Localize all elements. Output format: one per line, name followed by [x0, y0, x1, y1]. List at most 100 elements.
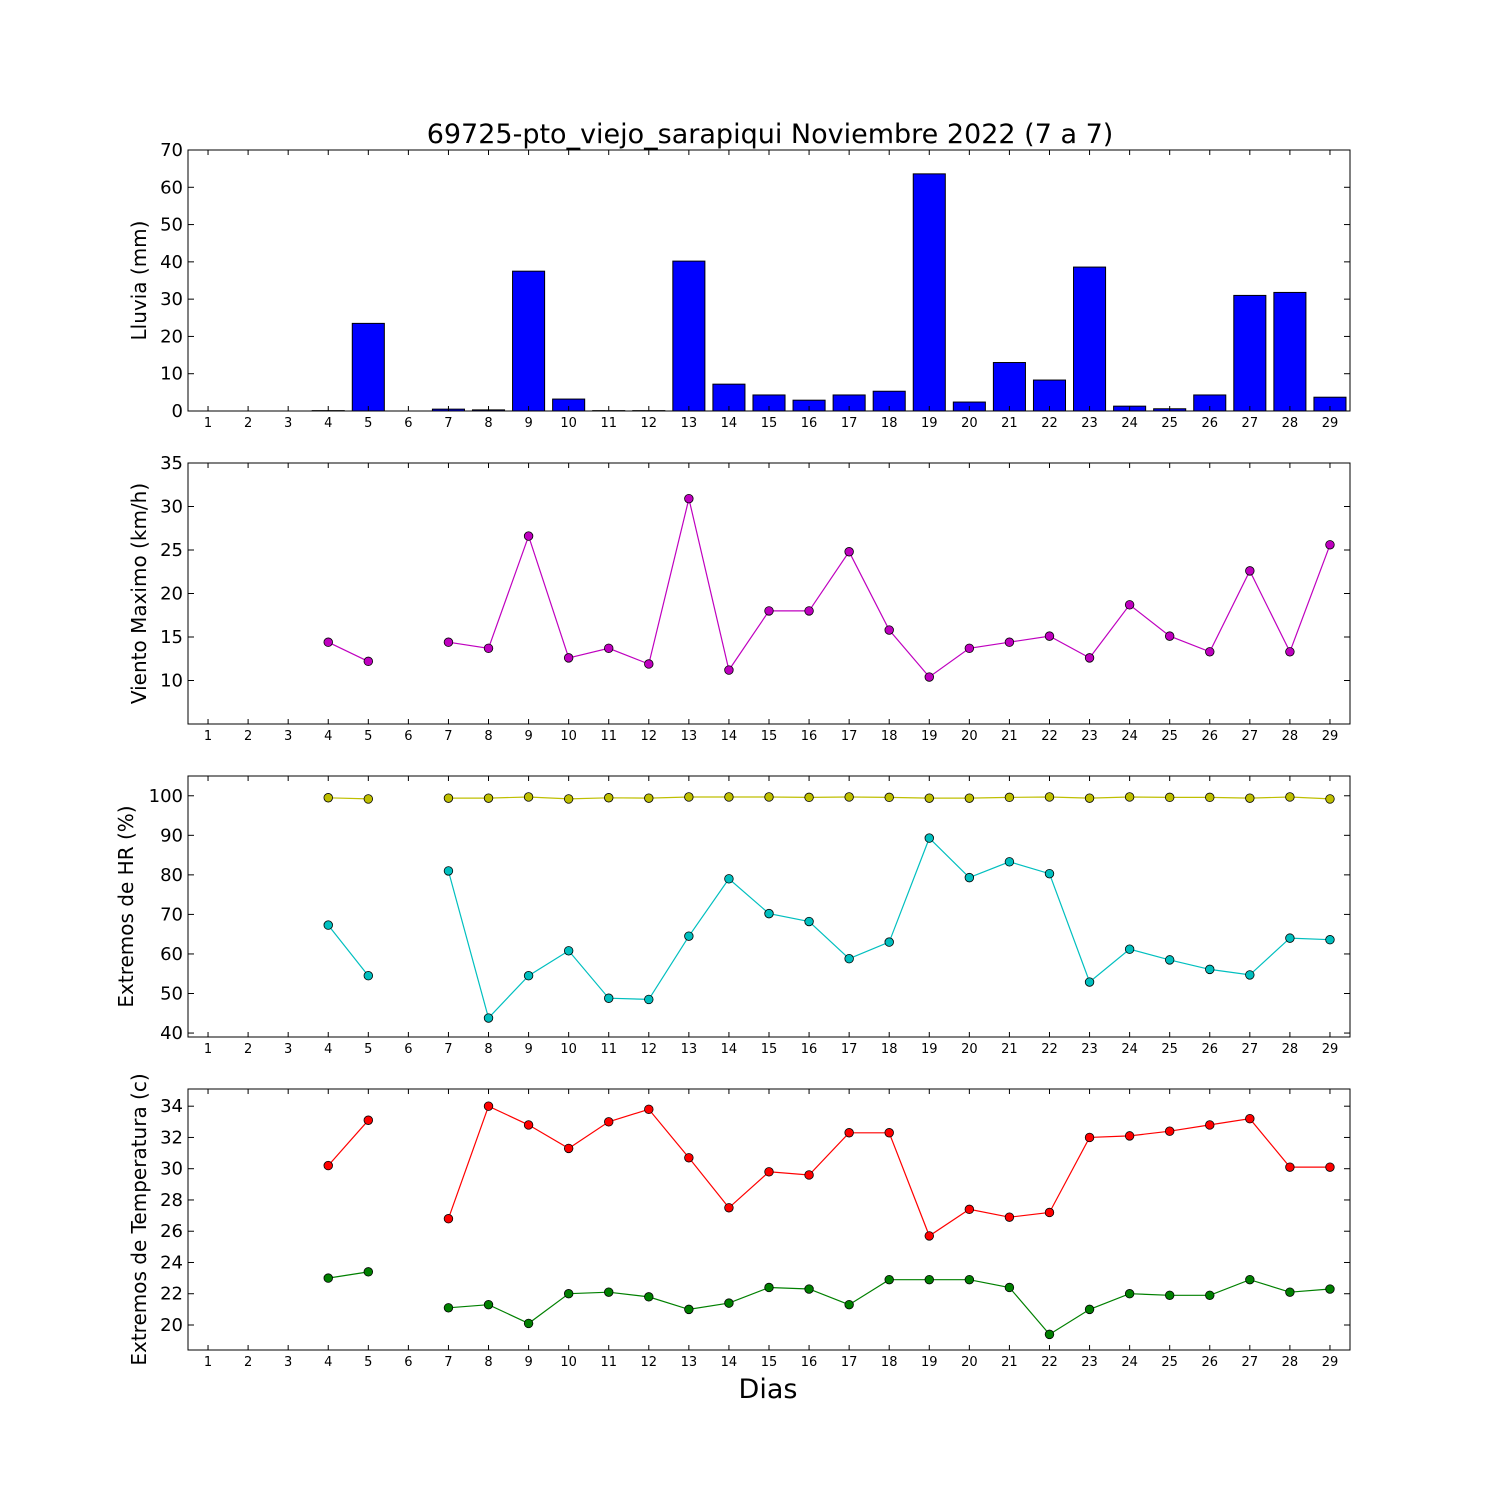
rain-xtick-label: 3: [284, 416, 292, 431]
hr-min-point-day-13: [684, 931, 694, 941]
rain-bar-day-22: [1032, 379, 1067, 412]
temp-min-point-day-15: [764, 1282, 774, 1293]
hr-max-point-day-23: [1084, 793, 1095, 803]
humidity-xtick-label: 9: [524, 1042, 532, 1057]
temp-max-point-day-4: [323, 1160, 333, 1171]
temp-min-point-day-9: [523, 1318, 534, 1329]
temp-min-point-day-24: [1124, 1289, 1135, 1299]
rain-bar-day-21: [992, 362, 1026, 412]
hr-min-point-day-17: [844, 954, 854, 964]
temperature-xtick-label: 6: [404, 1355, 412, 1370]
temp-max-point-day-22: [1044, 1207, 1055, 1218]
temperature-xtick-label: 10: [560, 1355, 577, 1370]
rain-xtick-label: 11: [600, 416, 617, 431]
hr-min-point-day-22: [1044, 868, 1055, 879]
wind-max-point-day-12: [644, 659, 654, 669]
hr-min-point-day-18: [884, 937, 894, 947]
wind-xtick-label: 17: [841, 729, 858, 744]
wind-max-point-day-17: [844, 547, 854, 557]
hr-max-point-day-21: [1004, 792, 1015, 803]
temp-min-point-day-23: [1084, 1304, 1095, 1315]
rain-xtick-label: 24: [1121, 416, 1138, 431]
temp-min-point-day-8: [483, 1299, 494, 1310]
wind-max-point-day-23: [1084, 653, 1095, 663]
rain-xtick-label: 25: [1161, 416, 1178, 431]
temp-min-point-day-19: [924, 1274, 934, 1285]
x-axis-label: Dias: [739, 1374, 798, 1405]
hr-min-point-day-15: [764, 908, 774, 919]
rain-xtick-label: 22: [1041, 416, 1058, 431]
wind-max-point-day-7: [443, 637, 454, 647]
wind-xtick-label: 23: [1081, 729, 1098, 744]
rain-panel: 1 2 3 4 5 6 7 8 9 10 11 12 13 14 15 16 17 18 19 20 21 22 23 24 2…: [127, 140, 1351, 431]
humidity-xtick-label: 23: [1081, 1042, 1098, 1057]
humidity-panel: 1 2 3 4 5 6 7 8 9 10 11 12 13 14 15 16 17 18 19 20 21 22 23 24 2…: [114, 775, 1351, 1057]
temperature-xtick-label: 22: [1041, 1355, 1058, 1370]
humidity-xtick-label: 11: [600, 1042, 617, 1057]
wind-xtick-label: 21: [1001, 729, 1018, 744]
humidity-xtick-label: 16: [801, 1042, 818, 1057]
rain-ytick-label: 30: [160, 289, 183, 310]
temperature-xtick-label: 20: [961, 1355, 978, 1370]
temperature-xtick-label: 14: [721, 1355, 738, 1370]
wind-max-line-segment-0: [327, 641, 369, 662]
hr-min-point-day-8: [483, 1013, 494, 1023]
temperature-xtick-label: 29: [1322, 1355, 1339, 1370]
temperature-xtick-label: 7: [444, 1355, 452, 1370]
hr-min-point-day-25: [1164, 955, 1175, 965]
temperature-ytick-label: 32: [160, 1127, 183, 1148]
hr-max-point-day-12: [644, 793, 654, 803]
wind-ytick-label: 30: [160, 497, 183, 518]
rain-xtick-label: 9: [524, 416, 532, 431]
rain-xtick-label: 6: [404, 416, 412, 431]
temp-min-point-day-26: [1205, 1290, 1215, 1300]
temperature-ytick-label: 22: [160, 1284, 183, 1305]
hr-max-point-day-18: [884, 792, 894, 803]
hr-min-point-day-14: [724, 874, 734, 884]
temp-min-point-day-10: [563, 1289, 574, 1299]
wind-max-point-day-25: [1164, 631, 1175, 641]
humidity-ytick-label: 40: [160, 1023, 183, 1044]
wind-xtick-label: 16: [801, 729, 818, 744]
wind-xtick-label: 19: [921, 729, 938, 744]
wind-axes-frame: [187, 462, 1351, 725]
temp-max-point-day-9: [523, 1120, 534, 1130]
wind-xtick-label: 13: [681, 729, 698, 744]
wind-xtick-label: 29: [1322, 729, 1339, 744]
temp-min-point-day-13: [684, 1304, 694, 1315]
humidity-xtick-label: 2: [244, 1042, 252, 1057]
temperature-xtick-label: 23: [1081, 1355, 1098, 1370]
wind-xtick-label: 1: [204, 729, 212, 744]
temperature-xtick-label: 8: [484, 1355, 492, 1370]
temp-max-point-day-11: [604, 1117, 614, 1127]
rain-bar-day-19: [912, 173, 946, 412]
wind-xtick-label: 20: [961, 729, 978, 744]
hr-min-point-day-7: [443, 866, 454, 876]
hr-max-point-day-8: [483, 793, 494, 803]
temperature-xtick-label: 26: [1201, 1355, 1218, 1370]
temp-max-line-segment-1: [447, 1105, 1330, 1237]
wind-xtick-label: 3: [284, 729, 292, 744]
hr-max-point-day-16: [804, 792, 814, 803]
temp-max-point-day-27: [1245, 1113, 1255, 1124]
rain-xtick-label: 12: [641, 416, 658, 431]
wind-y-axis-label: Viento Maximo (km/h): [127, 483, 151, 704]
wind-max-line-segment-1: [448, 498, 1331, 678]
rain-xtick-label: 26: [1201, 416, 1218, 431]
temp-max-point-day-24: [1124, 1131, 1135, 1141]
humidity-ytick-label: 60: [160, 944, 183, 965]
temp-max-point-day-14: [724, 1203, 734, 1213]
hr-min-point-day-27: [1245, 970, 1255, 980]
wind-max-point-day-26: [1205, 647, 1215, 657]
rain-ytick-label: 40: [160, 252, 183, 273]
temp-min-point-day-28: [1285, 1287, 1295, 1297]
hr-max-point-day-5: [363, 794, 374, 804]
hr-max-point-day-22: [1044, 792, 1055, 802]
rain-xtick-label: 15: [761, 416, 778, 431]
wind-xtick-label: 24: [1121, 729, 1138, 744]
wind-max-point-day-13: [684, 493, 694, 504]
temp-max-point-day-25: [1164, 1126, 1175, 1136]
temperature-y-axis-label: Extremos de Temperatura (c): [127, 1073, 151, 1365]
hr-min-point-day-26: [1205, 964, 1215, 975]
temperature-xtick-label: 1: [204, 1355, 212, 1370]
